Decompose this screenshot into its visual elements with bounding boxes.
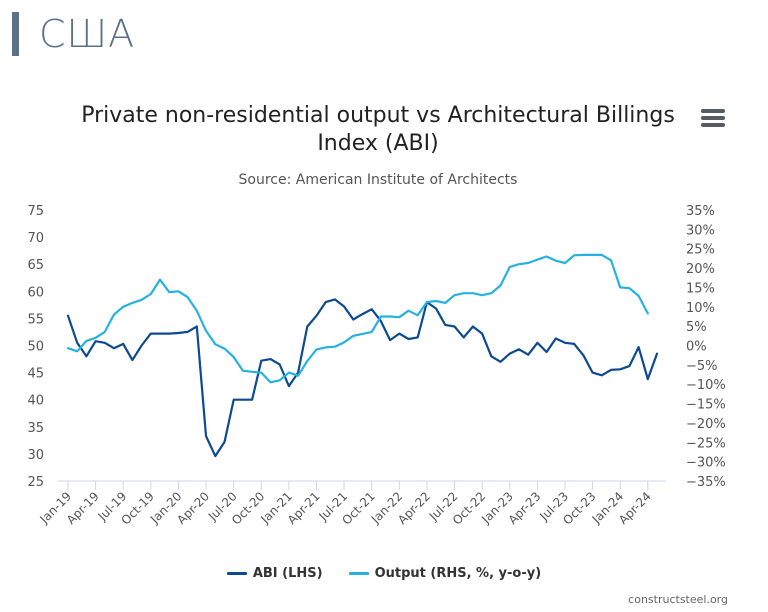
legend-item-abi[interactable]: ABI (LHS): [226, 566, 323, 581]
menu-bar-icon: [701, 109, 725, 113]
chart-title-line: Private non-residential output vs Archit…: [81, 103, 675, 128]
y-right-tick-label: −35%: [686, 475, 726, 490]
y-right-tick-label: 10%: [686, 301, 715, 316]
chart-legend: ABI (LHS) Output (RHS, %, y-o-y): [0, 566, 768, 581]
y-right-tick-label: −5%: [686, 359, 718, 374]
y-left-tick-label: 65: [27, 258, 44, 273]
chart-title-line: Index (ABI): [317, 131, 438, 156]
legend-swatch-abi: [226, 572, 247, 575]
y-left-tick-label: 75: [27, 204, 44, 219]
page-header: США: [12, 8, 135, 60]
y-right-tick-label: 15%: [686, 281, 715, 296]
y-left-tick-label: 50: [27, 340, 44, 355]
menu-bar-icon: [701, 116, 725, 120]
y-right-tick-label: −25%: [686, 436, 726, 451]
abi-series-line: [66, 298, 659, 458]
y-right-tick-label: −10%: [686, 378, 726, 393]
y-right-tick-label: 5%: [686, 320, 707, 335]
legend-item-output[interactable]: Output (RHS, %, y-o-y): [348, 566, 542, 581]
y-right-tick-label: 30%: [686, 223, 715, 238]
y-left-tick-label: 30: [27, 448, 44, 463]
y-left-tick-label: 25: [27, 475, 44, 490]
legend-label-abi: ABI (LHS): [252, 566, 323, 581]
y-left-tick-label: 35: [27, 421, 44, 436]
legend-label-output: Output (RHS, %, y-o-y): [374, 566, 542, 581]
y-left-tick-label: 40: [27, 394, 44, 409]
y-left-tick-label: 60: [27, 285, 44, 300]
footer-credit: constructsteel.org: [628, 593, 728, 606]
page-title: США: [39, 12, 136, 56]
y-right-tick-label: −15%: [686, 398, 726, 413]
y-right-tick-label: 25%: [686, 243, 715, 258]
y-right-tick-label: 20%: [686, 262, 715, 277]
menu-bar-icon: [701, 123, 725, 127]
y-right-tick-label: −30%: [686, 456, 726, 471]
y-left-tick-label: 45: [27, 367, 44, 382]
chart-subtitle: Source: American Institute of Architects: [239, 172, 518, 188]
y-left-tick-label: 55: [27, 312, 44, 327]
chart-menu-button[interactable]: [698, 106, 728, 132]
y-right-tick-label: 0%: [686, 340, 707, 355]
y-right-tick-label: 35%: [686, 204, 715, 219]
legend-swatch-output: [348, 572, 369, 575]
header-accent-bar: [12, 12, 19, 56]
output-series-line: [66, 253, 649, 384]
y-right-tick-label: −20%: [686, 417, 726, 432]
y-left-tick-label: 70: [27, 231, 44, 246]
